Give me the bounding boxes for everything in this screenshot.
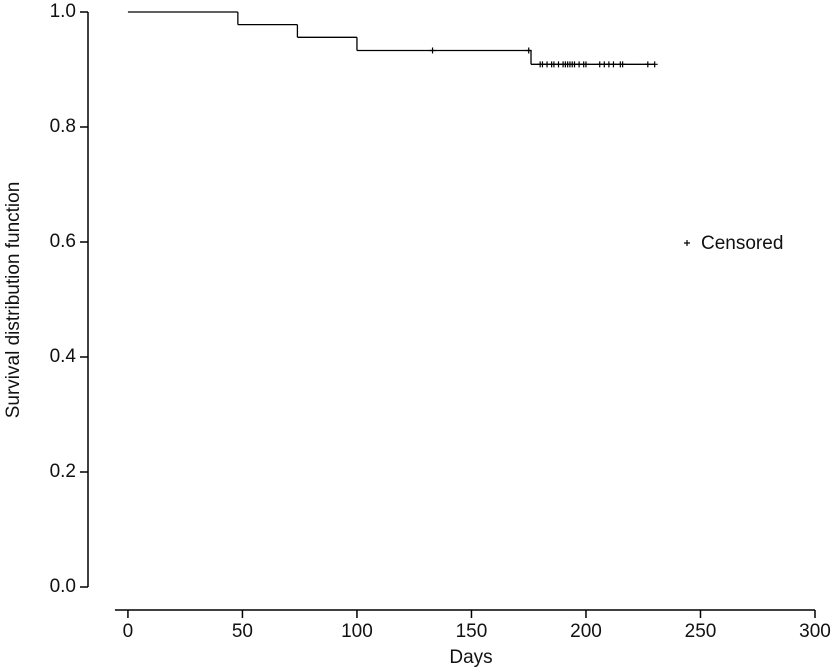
x-tick-label: 300 <box>799 621 831 642</box>
censor-mark <box>429 47 436 54</box>
y-tick-label: 0.8 <box>50 116 76 137</box>
censor-mark <box>525 47 532 54</box>
x-tick-label: 150 <box>456 621 488 642</box>
x-tick-label: 50 <box>232 621 253 642</box>
censor-mark <box>610 61 617 68</box>
x-axis-label: Days <box>449 647 492 668</box>
y-tick-label: 0.4 <box>50 346 77 367</box>
legend-label: Censored <box>701 233 783 254</box>
x-tick-label: 200 <box>570 621 602 642</box>
censor-mark <box>582 61 589 68</box>
y-tick-label: 0.0 <box>50 576 76 597</box>
y-axis-label: Survival distribution function <box>3 182 24 419</box>
censor-mark <box>651 61 658 68</box>
legend-marker <box>684 240 690 246</box>
x-tick-label: 0 <box>123 621 134 642</box>
censor-mark <box>644 61 651 68</box>
y-tick-label: 0.2 <box>50 461 76 482</box>
y-tick-label: 0.6 <box>50 231 76 252</box>
censor-mark <box>619 61 626 68</box>
x-tick-label: 100 <box>341 621 373 642</box>
x-tick-label: 250 <box>685 621 717 642</box>
y-tick-label: 1.0 <box>50 1 76 22</box>
